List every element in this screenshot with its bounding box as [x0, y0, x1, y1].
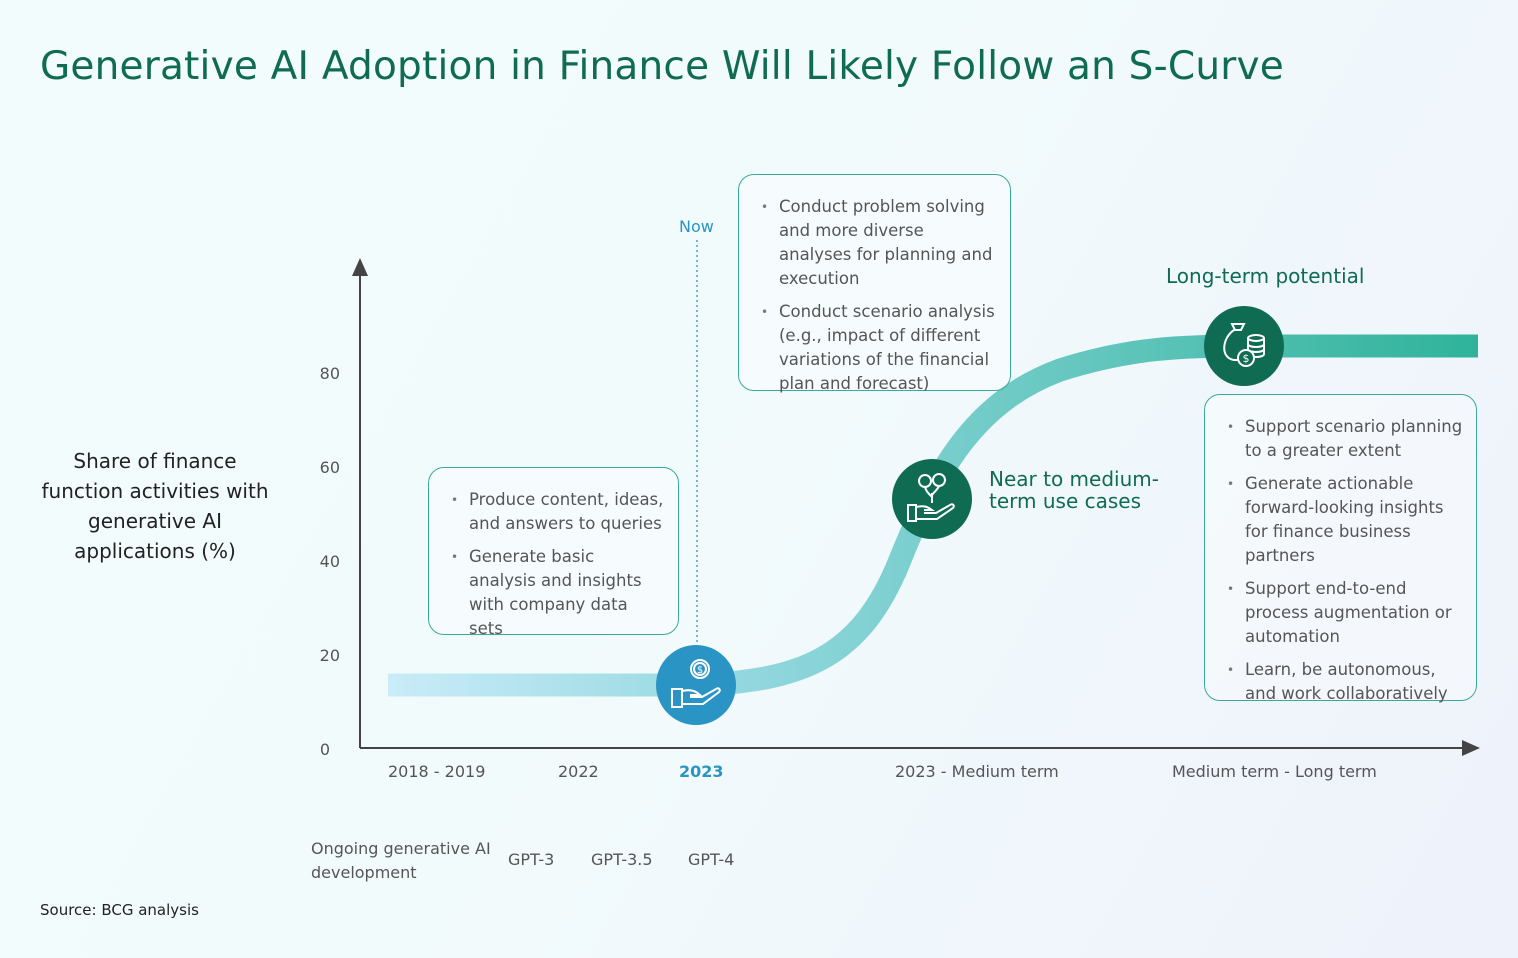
hand-coin-icon: $ — [656, 645, 736, 725]
bullet: Generate actionable forward-looking insi… — [1223, 472, 1464, 568]
y-tick: 60 — [319, 458, 340, 477]
model-label: GPT-4 — [688, 850, 735, 869]
now-label: Now — [679, 217, 714, 236]
near-term-box: Conduct problem solving and more diverse… — [738, 174, 1011, 393]
page-title: Generative AI Adoption in Finance Will L… — [40, 44, 1284, 89]
near-term-stage-label: Near to medium-term use cases — [989, 467, 1159, 513]
development-label: Ongoing generative AI development — [311, 839, 491, 882]
y-tick: 40 — [319, 552, 340, 571]
x-tick: 2018 - 2019 — [388, 762, 486, 781]
y-tick: 0 — [319, 740, 330, 759]
bullet: Generate basic analysis and insights wit… — [447, 545, 664, 641]
svg-text:$: $ — [1243, 352, 1250, 365]
bullet: Learn, be autonomous, and work collabora… — [1223, 658, 1464, 706]
hand-plant-coins-icon — [892, 459, 972, 539]
bullet: Support end-to-end process augmentation … — [1223, 577, 1464, 649]
x-tick: 2022 — [558, 762, 599, 781]
money-bag-coins-icon: $ — [1204, 306, 1284, 386]
model-label: GPT-3.5 — [591, 850, 653, 869]
long-term-box: Support scenario planning to a greater e… — [1204, 394, 1477, 703]
y-tick: 80 — [319, 364, 340, 383]
bullet: Produce content, ideas, and answers to q… — [447, 488, 664, 536]
svg-text:$: $ — [697, 665, 703, 676]
bullet: Support scenario planning to a greater e… — [1223, 415, 1464, 463]
x-tick: Medium term - Long term — [1172, 762, 1377, 781]
adoption-curve — [388, 334, 1478, 697]
x-tick: 2023 - Medium term — [895, 762, 1059, 781]
y-axis-label: Share of finance function activities wit… — [41, 449, 269, 563]
long-term-stage-label: Long-term potential — [1166, 264, 1365, 288]
y-tick: 20 — [319, 646, 340, 665]
current-use-box: Produce content, ideas, and answers to q… — [428, 467, 679, 638]
model-label: GPT-3 — [508, 850, 555, 869]
source-note: Source: BCG analysis — [40, 901, 199, 919]
bullet: Conduct scenario analysis (e.g., impact … — [757, 300, 996, 396]
x-tick-current: 2023 — [679, 762, 724, 781]
bullet: Conduct problem solving and more diverse… — [757, 195, 996, 291]
